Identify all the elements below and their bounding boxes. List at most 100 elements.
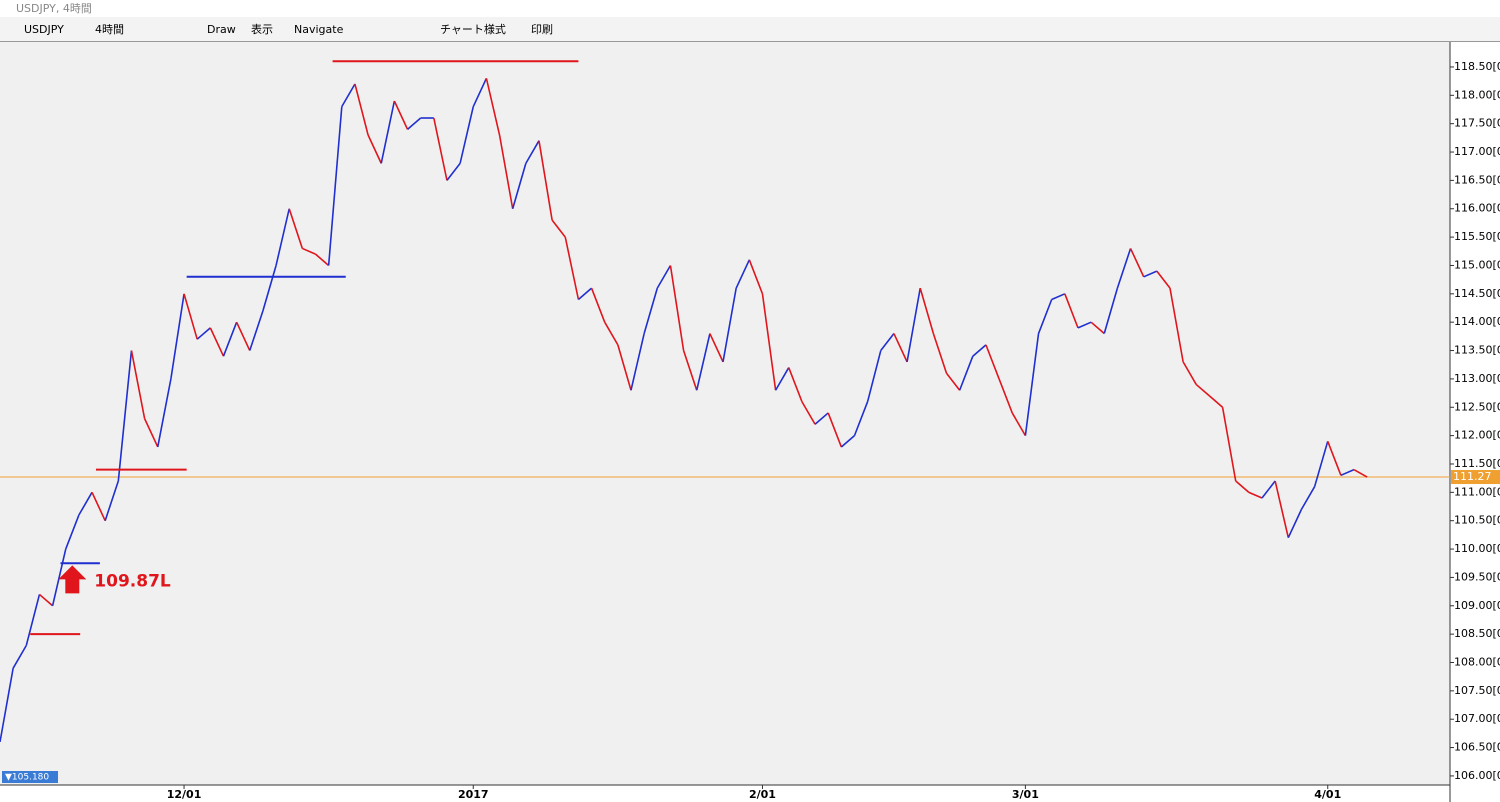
y-tick-label: 115.00[0 xyxy=(1454,258,1500,271)
price-segment xyxy=(1129,248,1145,278)
y-tick-label: 108.50[0 xyxy=(1454,627,1500,640)
price-segment xyxy=(143,418,159,448)
y-tick-label: 111.50[0 xyxy=(1454,457,1500,470)
price-segment xyxy=(196,327,211,340)
price-segment xyxy=(866,350,882,402)
price-segment xyxy=(485,78,501,136)
price-segment xyxy=(761,293,777,391)
price-segment xyxy=(551,219,566,238)
price-segment xyxy=(235,321,251,351)
price-segment xyxy=(1261,480,1276,499)
price-segment xyxy=(788,367,803,402)
y-tick-label: 108.00[0 xyxy=(1454,655,1500,668)
price-segment xyxy=(932,333,948,374)
x-tick-label: 2/01 xyxy=(749,788,776,801)
window-title: USDJPY, 4時間 xyxy=(16,2,92,15)
price-segment xyxy=(354,83,369,136)
price-segment xyxy=(1182,361,1197,385)
y-tick-label: 114.00[0 xyxy=(1454,315,1500,328)
price-segment xyxy=(327,106,343,266)
y-tick-label: 109.50[0 xyxy=(1454,570,1500,583)
price-segment xyxy=(1326,441,1342,476)
price-segment xyxy=(1037,299,1053,334)
x-tick-label: 4/01 xyxy=(1314,788,1341,801)
price-segment xyxy=(643,287,659,334)
y-tick-label: 110.50[0 xyxy=(1454,514,1500,527)
price-segment xyxy=(12,645,27,669)
price-segment xyxy=(1221,407,1237,482)
symbol-select[interactable]: USDJPY xyxy=(24,23,64,36)
price-segment xyxy=(275,208,290,266)
price-segment xyxy=(880,333,895,352)
price-segment xyxy=(840,435,856,448)
price-segment xyxy=(130,350,146,419)
price-segment xyxy=(1340,468,1355,477)
price-segment xyxy=(958,355,974,391)
price-segment xyxy=(564,236,580,300)
y-tick-label: 117.50[0 xyxy=(1454,117,1500,130)
price-segment xyxy=(170,293,185,380)
price-segment xyxy=(91,492,106,522)
x-tick-label: 2017 xyxy=(458,788,489,801)
price-segment xyxy=(1313,441,1329,487)
price-segment xyxy=(156,378,172,448)
y-tick-label: 116.50[0 xyxy=(1454,173,1500,186)
price-segment xyxy=(407,117,422,130)
price-segment xyxy=(1051,293,1066,301)
price-segment xyxy=(1024,333,1040,436)
price-segment xyxy=(511,163,527,209)
toolbar: USDJPY 4時間 Draw 表示 Navigate チャート様式 印刷 xyxy=(0,17,1500,42)
price-segment xyxy=(498,134,514,209)
y-tick-label: 118.00[0 xyxy=(1454,88,1500,101)
price-segment xyxy=(1090,321,1105,335)
price-segment xyxy=(682,350,698,391)
y-tick-label: 106.50[0 xyxy=(1454,741,1500,754)
price-segment xyxy=(0,668,14,743)
price-segment xyxy=(1077,321,1092,329)
print-menu[interactable]: 印刷 xyxy=(531,23,553,36)
price-segment xyxy=(774,367,790,391)
price-segment xyxy=(525,140,540,164)
price-segment xyxy=(1353,468,1368,478)
price-segment xyxy=(814,412,829,425)
annotation-arrow xyxy=(58,565,87,594)
price-segment xyxy=(209,327,225,357)
price-segment xyxy=(433,117,448,181)
timeframe-select[interactable]: 4時間 xyxy=(95,23,124,36)
navigate-menu[interactable]: Navigate xyxy=(294,23,344,36)
price-segment xyxy=(380,100,396,164)
price-segment xyxy=(1011,412,1027,437)
y-tick-label: 113.50[0 xyxy=(1454,344,1500,357)
draw-menu[interactable]: Draw xyxy=(207,23,236,36)
y-tick-label: 113.00[0 xyxy=(1454,372,1500,385)
price-segment xyxy=(748,259,764,295)
price-segment xyxy=(51,548,67,606)
price-segment xyxy=(604,321,619,346)
price-segment xyxy=(1235,480,1250,493)
price-segment xyxy=(617,344,632,391)
price-segment xyxy=(1208,395,1224,408)
price-segment xyxy=(314,253,330,267)
price-segment xyxy=(1274,480,1290,538)
time-axis xyxy=(0,785,1450,802)
chart-style-menu[interactable]: チャート様式 xyxy=(440,23,506,36)
price-segment xyxy=(459,106,475,164)
y-tick-label: 109.00[0 xyxy=(1454,599,1500,612)
y-tick-label: 107.50[0 xyxy=(1454,684,1500,697)
x-tick-label: 12/01 xyxy=(167,788,202,801)
x-tick-label: 3/01 xyxy=(1012,788,1039,801)
price-segment xyxy=(827,412,843,448)
price-segment xyxy=(302,247,316,255)
price-segment xyxy=(853,401,869,436)
view-menu[interactable]: 表示 xyxy=(251,23,273,36)
price-segment xyxy=(64,514,80,550)
price-segment xyxy=(735,259,751,289)
low-marker: ▼105.180 xyxy=(5,773,49,783)
price-segment xyxy=(577,287,593,301)
annotation-label: 109.87L xyxy=(94,571,171,591)
price-segment xyxy=(1143,270,1158,278)
price-segment xyxy=(25,594,41,646)
y-tick-label: 116.00[0 xyxy=(1454,202,1500,215)
price-segment xyxy=(472,77,488,107)
y-tick-label: 106.00[0 xyxy=(1454,769,1500,782)
